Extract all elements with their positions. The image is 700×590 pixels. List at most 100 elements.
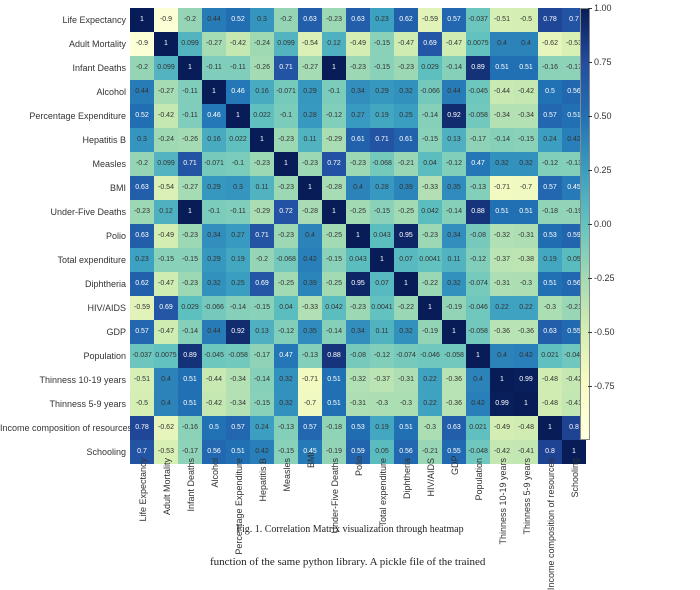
heatmap-cell: -0.26	[250, 56, 274, 80]
heatmap-cell: -0.15	[322, 248, 346, 272]
heatmap-cell: 0.95	[394, 224, 418, 248]
heatmap-cell: 0.099	[154, 56, 178, 80]
heatmap-cell: -0.25	[394, 200, 418, 224]
heatmap-cell: 0.32	[490, 152, 514, 176]
heatmap-cell: 0.22	[418, 392, 442, 416]
heatmap-cell: -0.47	[442, 32, 466, 56]
y-label: Life Expectancy	[0, 8, 130, 32]
heatmap-cell: 0.95	[346, 272, 370, 296]
heatmap-cell: -0.36	[442, 392, 466, 416]
heatmap-cell: -0.13	[466, 176, 490, 200]
heatmap-cell: 0.16	[202, 128, 226, 152]
heatmap-cell: 0.28	[370, 176, 394, 200]
heatmap-cell: 0.63	[130, 176, 154, 200]
x-label: Infant Deaths	[186, 434, 190, 458]
heatmap-cell: 0.52	[130, 104, 154, 128]
heatmap-cell: 0.34	[442, 224, 466, 248]
heatmap-cell: 0.35	[298, 320, 322, 344]
heatmap-cell: -0.51	[130, 368, 154, 392]
heatmap-cell: -0.48	[538, 392, 562, 416]
heatmap-cell: 0.043	[370, 224, 394, 248]
heatmap-cell: 0.89	[178, 344, 202, 368]
heatmap-cell: 0.11	[370, 320, 394, 344]
heatmap-cell: 0.99	[514, 368, 538, 392]
heatmap-cell: 0.51	[178, 392, 202, 416]
heatmap-cell: 0.63	[538, 320, 562, 344]
heatmap-cell: 0.71	[370, 128, 394, 152]
heatmap-cell: 0.5	[538, 80, 562, 104]
heatmap-cell: -0.2	[130, 152, 154, 176]
heatmap-cell: -0.47	[154, 272, 178, 296]
heatmap-cell: -0.2	[250, 248, 274, 272]
heatmap-cell: 0.04	[274, 296, 298, 320]
heatmap-cell: -0.11	[226, 200, 250, 224]
heatmap-cell: 0.22	[514, 296, 538, 320]
heatmap-cell: 1	[202, 80, 226, 104]
heatmap-cell: -0.31	[490, 272, 514, 296]
heatmap-cell: 0.88	[466, 200, 490, 224]
heatmap-cell: -0.25	[274, 272, 298, 296]
heatmap-cell: -0.12	[274, 320, 298, 344]
heatmap-cell: -0.15	[250, 392, 274, 416]
heatmap-cell: -0.62	[538, 32, 562, 56]
heatmap-cell: 0.0041	[418, 248, 442, 272]
heatmap-cell: -0.12	[466, 248, 490, 272]
heatmap-cell: 0.44	[442, 80, 466, 104]
heatmap-cell: -0.071	[274, 80, 298, 104]
heatmap-cell: 0.32	[394, 320, 418, 344]
heatmap-cell: -0.59	[130, 296, 154, 320]
heatmap-cell: 0.23	[130, 248, 154, 272]
heatmap-cell: -0.045	[466, 80, 490, 104]
heatmap-cell: 0.23	[370, 8, 394, 32]
heatmap-cell: -0.37	[490, 248, 514, 272]
heatmap-cell: -0.11	[178, 104, 202, 128]
heatmap-row: -0.0370.00750.89-0.045-0.058-0.170.47-0.…	[130, 344, 586, 368]
heatmap-cell: 1	[322, 200, 346, 224]
heatmap-cell: 0.89	[466, 56, 490, 80]
colorbar-ticks: -0.75-0.50-0.250.000.250.500.751.00	[594, 8, 634, 440]
heatmap-cell: -0.15	[514, 128, 538, 152]
heatmap-cell: 1	[418, 296, 442, 320]
heatmap-cell: -0.21	[394, 152, 418, 176]
heatmap-row: 0.52-0.42-0.110.4610.022-0.10.28-0.120.2…	[130, 104, 586, 128]
heatmap-cell: 0.4	[154, 368, 178, 392]
heatmap-cell: -0.54	[154, 176, 178, 200]
heatmap-cell: -0.48	[538, 368, 562, 392]
heatmap-cell: -0.12	[538, 152, 562, 176]
heatmap-cell: 1	[514, 392, 538, 416]
x-label: Life Expectancy	[138, 434, 142, 458]
x-label: Schooling	[570, 434, 574, 458]
y-label: Infant Deaths	[0, 56, 130, 80]
heatmap-cell: 0.44	[202, 8, 226, 32]
colorbar-tick: 0.25	[594, 165, 612, 175]
heatmap-cell: 0.19	[538, 248, 562, 272]
y-label: Alcohol	[0, 80, 130, 104]
heatmap-cell: 0.022	[250, 104, 274, 128]
heatmap-cell: -0.045	[202, 344, 226, 368]
heatmap-cell: -0.17	[250, 344, 274, 368]
heatmap-cell: -0.23	[346, 56, 370, 80]
heatmap-cell: 0.32	[202, 272, 226, 296]
heatmap-cell: -0.31	[394, 368, 418, 392]
heatmap-cell: -0.23	[418, 224, 442, 248]
heatmap-cell: -0.1	[226, 152, 250, 176]
heatmap-cell: 0.0075	[154, 344, 178, 368]
heatmap-cell: -0.12	[442, 152, 466, 176]
heatmap-cell: 0.4	[490, 32, 514, 56]
colorbar-tick: 1.00	[594, 3, 612, 13]
heatmap-cell: 1	[178, 56, 202, 80]
heatmap-cell: -0.14	[442, 56, 466, 80]
heatmap-cell: 0.34	[346, 320, 370, 344]
heatmap-cell: 0.46	[202, 104, 226, 128]
heatmap-cell: -0.33	[418, 176, 442, 200]
heatmap-cell: 0.19	[226, 248, 250, 272]
heatmap-cell: -0.47	[394, 32, 418, 56]
heatmap-cell: -0.3	[370, 392, 394, 416]
heatmap-cell: 0.22	[418, 368, 442, 392]
heatmap-cell: -0.32	[490, 224, 514, 248]
heatmap-cell: -0.23	[346, 152, 370, 176]
heatmap-cell: -0.11	[226, 56, 250, 80]
heatmap-cell: -0.23	[394, 56, 418, 80]
heatmap-cell: 1	[394, 272, 418, 296]
heatmap-cell: 1	[130, 8, 154, 32]
